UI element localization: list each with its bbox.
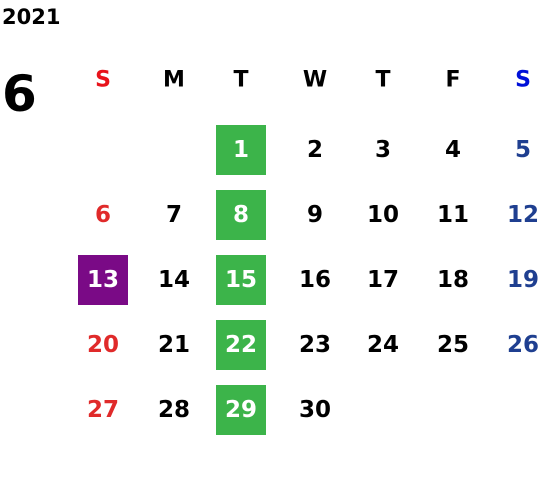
day: 14 <box>158 267 190 293</box>
year: 2021 <box>2 5 60 29</box>
day: 11 <box>437 202 469 228</box>
day: 12 <box>507 202 539 228</box>
highlight-box <box>216 190 266 240</box>
day: 22 <box>225 332 257 358</box>
highlight-box <box>216 385 266 435</box>
day: 10 <box>367 202 399 228</box>
day: 24 <box>367 332 399 358</box>
weekday-label: S <box>95 68 111 93</box>
day: 25 <box>437 332 469 358</box>
day: 26 <box>507 332 539 358</box>
day: 19 <box>507 267 539 293</box>
day: 29 <box>225 397 257 423</box>
day: 23 <box>299 332 331 358</box>
highlight-box <box>216 320 266 370</box>
day: 30 <box>299 397 331 423</box>
month: 6 <box>2 65 37 123</box>
day: 4 <box>445 137 461 163</box>
day: 17 <box>367 267 399 293</box>
weekday-label: W <box>303 68 327 93</box>
day: 6 <box>95 202 111 228</box>
day: 16 <box>299 267 331 293</box>
highlight-box <box>216 255 266 305</box>
day: 15 <box>225 267 257 293</box>
highlight-box <box>78 255 128 305</box>
highlight-box <box>216 125 266 175</box>
weekday-label: F <box>445 68 460 93</box>
day: 27 <box>87 397 119 423</box>
day: 1 <box>233 137 249 163</box>
day: 8 <box>233 202 249 228</box>
weekday-label: S <box>515 68 531 93</box>
day: 7 <box>166 202 182 228</box>
day: 9 <box>307 202 323 228</box>
day: 13 <box>87 267 119 293</box>
weekday-label: T <box>233 68 248 93</box>
day: 5 <box>515 137 531 163</box>
day: 2 <box>307 137 323 163</box>
day: 20 <box>87 332 119 358</box>
weekday-label: M <box>163 68 185 93</box>
weekday-label: T <box>375 68 390 93</box>
day: 21 <box>158 332 190 358</box>
day: 28 <box>158 397 190 423</box>
day: 3 <box>375 137 391 163</box>
day: 18 <box>437 267 469 293</box>
